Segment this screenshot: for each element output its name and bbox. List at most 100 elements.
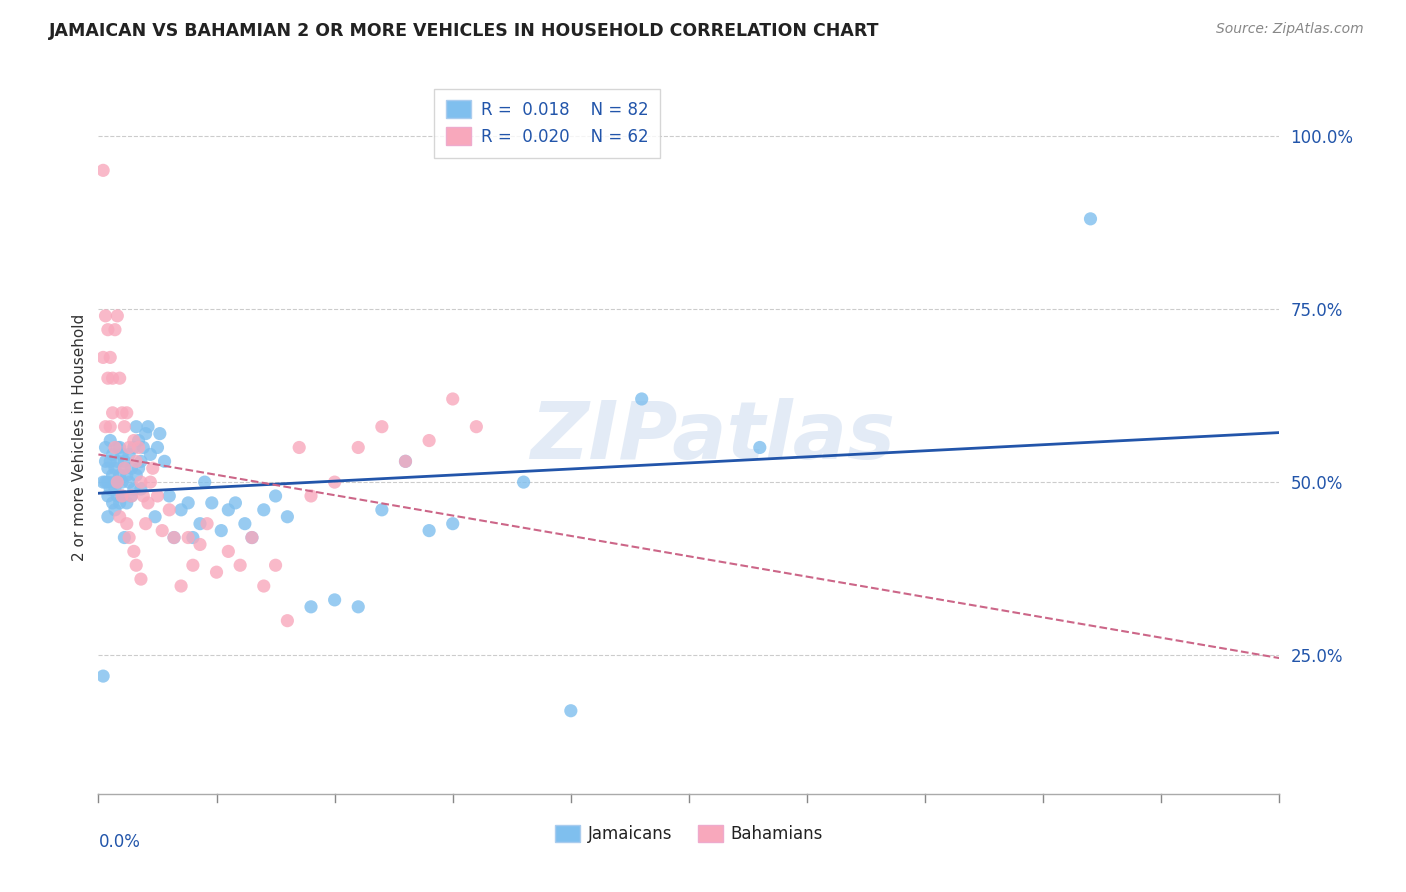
Point (347, 599, 370, 614)
Point (112, 419, 135, 434)
Point (112, 454, 135, 468)
Point (122, 434, 145, 448)
Point (118, 447, 141, 461)
Point (129, 482, 152, 496)
Point (104, 503, 127, 517)
Point (630, 392, 652, 406)
Point (136, 419, 159, 434)
Point (122, 544, 145, 558)
Point (149, 426, 172, 441)
Point (394, 454, 416, 468)
Point (153, 454, 176, 468)
Point (441, 392, 464, 406)
Point (188, 537, 211, 551)
Point (347, 441, 370, 455)
Point (150, 524, 173, 538)
Point (240, 531, 263, 545)
Point (111, 489, 134, 503)
Point (97, 475, 120, 489)
Point (201, 496, 224, 510)
Point (125, 558, 148, 573)
Text: ZIPatlas: ZIPatlas (530, 398, 896, 476)
Point (98, 434, 121, 448)
Point (97, 461, 120, 475)
Point (112, 531, 135, 545)
Point (128, 434, 150, 448)
Point (128, 461, 150, 475)
Point (115, 468, 138, 483)
Point (118, 441, 141, 455)
Point (115, 516, 138, 531)
Point (91, 669, 114, 683)
Point (181, 531, 204, 545)
Point (118, 531, 141, 545)
Point (91, 163, 114, 178)
Point (139, 475, 162, 489)
Point (115, 406, 138, 420)
Point (560, 704, 582, 718)
Point (111, 447, 134, 461)
Point (276, 509, 298, 524)
Point (122, 441, 145, 455)
Point (217, 544, 239, 558)
Point (233, 516, 256, 531)
Point (125, 419, 148, 434)
Point (101, 447, 124, 461)
Point (418, 524, 440, 538)
Point (129, 475, 152, 489)
Point (177, 531, 200, 545)
Point (105, 475, 128, 489)
Point (112, 461, 135, 475)
Point (195, 516, 218, 531)
Point (105, 441, 128, 455)
Point (108, 468, 131, 483)
Point (288, 441, 311, 455)
Point (98, 454, 121, 468)
Point (104, 475, 127, 489)
Point (94, 475, 117, 489)
Point (125, 454, 148, 468)
Point (97, 371, 120, 385)
Point (276, 614, 298, 628)
Point (121, 489, 143, 503)
Point (94, 309, 117, 323)
Point (224, 496, 246, 510)
Point (170, 503, 193, 517)
Point (1080, 211, 1102, 226)
Point (101, 371, 124, 385)
Point (135, 516, 157, 531)
Point (170, 579, 193, 593)
Point (104, 482, 127, 496)
Point (394, 454, 416, 468)
Point (94, 441, 117, 455)
Point (101, 496, 124, 510)
Point (101, 468, 124, 483)
Point (121, 461, 143, 475)
Point (105, 489, 128, 503)
Point (371, 503, 394, 517)
Point (163, 531, 186, 545)
Text: Source: ZipAtlas.com: Source: ZipAtlas.com (1216, 22, 1364, 37)
Point (135, 426, 157, 441)
Point (194, 475, 217, 489)
Point (264, 558, 287, 573)
Point (229, 558, 252, 573)
Point (146, 489, 169, 503)
Legend: Jamaicans, Bahamians: Jamaicans, Bahamians (548, 818, 830, 850)
Point (188, 516, 211, 531)
Point (104, 461, 127, 475)
Point (323, 475, 346, 489)
Point (97, 509, 120, 524)
Point (465, 419, 488, 434)
Point (118, 475, 141, 489)
Point (253, 579, 276, 593)
Point (264, 489, 287, 503)
Point (111, 475, 134, 489)
Point (94, 419, 117, 434)
Point (98, 482, 121, 496)
Point (94, 454, 117, 468)
Point (98, 351, 121, 365)
Point (112, 461, 135, 475)
Y-axis label: 2 or more Vehicles in Household: 2 or more Vehicles in Household (72, 313, 87, 561)
Text: 0.0%: 0.0% (98, 833, 141, 851)
